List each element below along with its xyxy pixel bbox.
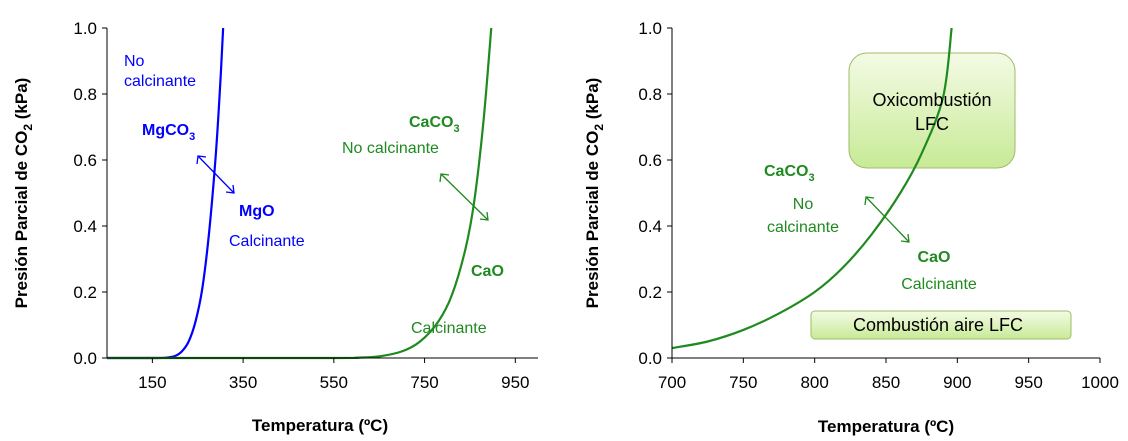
chart-1-x-tick-label: 950 — [501, 373, 529, 392]
chart-2-double-arrow — [864, 196, 910, 243]
mgo-calcinante-label: Calcinante — [229, 233, 305, 250]
chart-2-cao-calcinante-label: Calcinante — [901, 276, 977, 293]
ca-double-arrow — [439, 173, 489, 221]
chart-1: 0.0 0.2 0.4 0.6 0.8 1.0 150 350 550 750 950 Presió… — [12, 19, 538, 435]
chart-2-y-tick-label: 0.0 — [638, 349, 662, 368]
mg-no-calcinante-label-line1: No — [124, 53, 145, 70]
mg-no-calcinante-label-line2: calcinante — [124, 73, 196, 90]
chart-2-cao-label: CaO — [918, 249, 951, 266]
chart-1-y-tick-label: 0.6 — [73, 151, 97, 170]
chart-2-no-label: No — [793, 196, 814, 213]
chart-2-y-tick-label: 0.4 — [638, 217, 662, 236]
chart-1-x-axis-title: Temperatura (ºC) — [252, 416, 388, 435]
chart-2-x-tick-label: 900 — [943, 373, 971, 392]
mgco3-label: MgCO3 — [142, 122, 195, 143]
chart-2-x-tick-label: 750 — [729, 373, 757, 392]
chart-1-y-tick-label: 1.0 — [73, 19, 97, 38]
chart-1-x-tick-label: 350 — [229, 373, 257, 392]
chart-2-x-tick-label: 700 — [658, 373, 686, 392]
chart-1-x-tick-label: 750 — [410, 373, 438, 392]
chart-1-x-tick-label: 150 — [138, 373, 166, 392]
chart-2-y-axis-title: Presión Parcial de CO2 (kPa) — [583, 78, 606, 309]
chart-2-series — [671, 27, 953, 350]
chart-1-y-tick-label: 0.2 — [73, 283, 97, 302]
chart-1-y-tick-label: 0.8 — [73, 85, 97, 104]
chart-2: 0.0 0.2 0.4 0.6 0.8 1.0 700 750 800 850 900 950 1000… — [583, 19, 1119, 436]
chart-2-axes: 0.0 0.2 0.4 0.6 0.8 1.0 700 750 800 850 900 950 1000 — [638, 19, 1119, 392]
caco3-no-calcinante-label: No calcinante — [342, 140, 439, 157]
chart-2-y-tick-label: 0.8 — [638, 85, 662, 104]
chart-2-x-axis-title: Temperatura (ºC) — [818, 417, 954, 436]
caco3-label: CaCO3 — [409, 114, 460, 135]
oxicombustion-label-line1: Oxicombustión — [872, 90, 991, 110]
chart-1-axes: 0.0 0.2 0.4 0.6 0.8 1.0 150 350 550 750 950 — [73, 19, 538, 392]
oxicombustion-label-line2: LFC — [915, 114, 949, 134]
chart-2-series-line-1 — [671, 27, 953, 350]
chart-2-caco3-label: CaCO3 — [764, 163, 815, 184]
chart-2-x-tick-label: 800 — [800, 373, 828, 392]
chart-1-y-axis-title: Presión Parcial de CO2 (kPa) — [12, 78, 35, 309]
cao-label: CaO — [471, 263, 504, 280]
chart-2-calcinante-label: calcinante — [767, 219, 839, 236]
chart-1-y-tick-label: 0.0 — [73, 349, 97, 368]
chart-1-y-tick-label: 0.4 — [73, 217, 97, 236]
oxicombustion-box — [848, 52, 1016, 169]
cao-calcinante-label: Calcinante — [411, 320, 487, 337]
mgo-label: MgO — [239, 203, 275, 220]
combustion-aire-label: Combustión aire LFC — [853, 315, 1023, 335]
chart-1-x-tick-label: 550 — [320, 373, 348, 392]
combustion-aire-box — [810, 310, 1072, 340]
chart-2-y-tick-label: 0.2 — [638, 283, 662, 302]
mg-double-arrow — [196, 155, 235, 194]
chart-2-x-tick-label: 850 — [872, 373, 900, 392]
chart-2-y-tick-label: 0.6 — [638, 151, 662, 170]
chart-2-y-tick-label: 1.0 — [638, 19, 662, 38]
chart-2-x-tick-label: 950 — [1014, 373, 1042, 392]
chart-2-x-tick-label: 1000 — [1081, 373, 1119, 392]
